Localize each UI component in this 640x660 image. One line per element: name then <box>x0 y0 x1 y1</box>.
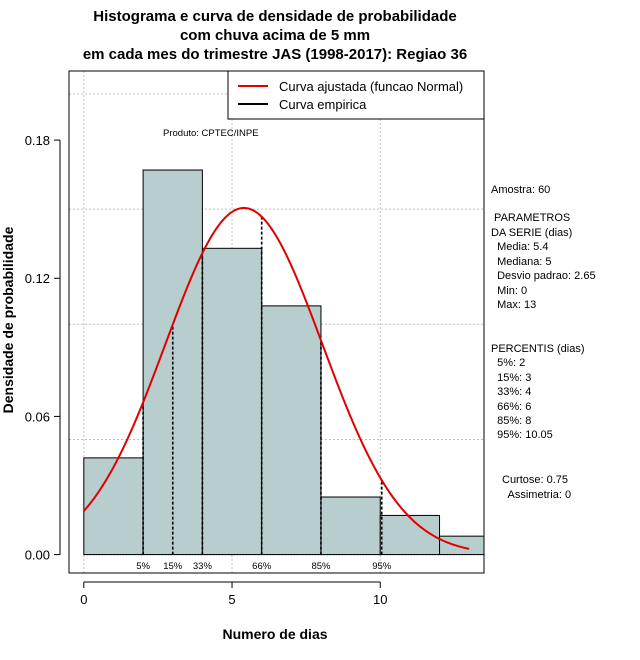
histogram-bar-4 <box>320 496 381 556</box>
stat-sd: Desvio padrao: 2.65 <box>491 270 596 282</box>
legend: Curva ajustada (funcao Normal) Curva emp… <box>227 70 485 120</box>
stat-sample: Amostra: 60 <box>491 184 550 196</box>
histogram-bar-6 <box>439 535 485 556</box>
legend-label-empirical: Curva empirica <box>279 97 367 112</box>
stat-p66: 66%: 6 <box>491 401 531 413</box>
y-tick-label-2: 0.12 <box>25 271 50 286</box>
percentile-label-1: 15% <box>163 561 183 572</box>
y-tick-label-3: 0.18 <box>25 133 50 148</box>
normal-curve <box>83 206 470 550</box>
percentile-label-0: 5% <box>136 561 150 572</box>
stat-params-header: PARAMETROS <box>491 212 570 224</box>
x-tick-label-2: 10 <box>373 592 387 607</box>
stat-min: Min: 0 <box>491 285 527 297</box>
x-tick-label-0: 0 <box>80 592 87 607</box>
percentile-lines-layer: 5% 15% 33% 66% 85% 95% <box>136 216 392 572</box>
histogram-bar-2 <box>201 247 263 556</box>
stat-percentiles-header: PERCENTIS (dias) <box>491 343 585 355</box>
chart-title-line-3: em cada mes do trimestre JAS (1998-2017)… <box>83 46 467 63</box>
percentile-label-4: 85% <box>311 561 331 572</box>
legend-box <box>227 70 485 120</box>
stat-max: Max: 13 <box>491 299 536 311</box>
bars-layer <box>83 169 485 556</box>
stat-p85: 85%: 8 <box>491 415 531 427</box>
x-axis-title: Numero de dias <box>222 626 327 642</box>
stat-p33: 33%: 4 <box>491 386 531 398</box>
stat-mean: Media: 5.4 <box>491 241 548 253</box>
stat-p15: 15%: 3 <box>491 372 531 384</box>
chart-title-line-1: Histograma e curva de densidade de proba… <box>93 8 456 25</box>
chart-title-line-2: com chuva acima de 5 mm <box>180 27 370 44</box>
curve-layer <box>83 206 470 550</box>
stat-kurtosis: Curtose: 0.75 <box>502 474 568 486</box>
legend-label-normal: Curva ajustada (funcao Normal) <box>279 79 463 94</box>
stat-params-subheader: DA SERIE (dias) <box>491 227 572 239</box>
histogram-bar-0 <box>83 457 144 556</box>
stat-median: Mediana: 5 <box>491 256 552 268</box>
product-annotation: Produto: CPTEC/INPE <box>163 128 259 139</box>
stat-p5: 5%: 2 <box>491 357 525 369</box>
percentile-label-3: 66% <box>252 561 272 572</box>
percentile-label-2: 33% <box>193 561 213 572</box>
histogram-bar-3 <box>261 305 322 556</box>
y-axis-title: Densidade de probabilidade <box>0 226 16 413</box>
stat-skewness: Assimetria: 0 <box>502 489 571 501</box>
y-tick-label-0: 0.00 <box>25 548 50 563</box>
x-tick-label-1: 5 <box>228 592 235 607</box>
percentile-label-5: 95% <box>372 561 392 572</box>
axes-layer: 0 5 10 0.00 0.06 0.12 0.18 <box>25 133 388 607</box>
y-tick-label-1: 0.06 <box>25 409 50 424</box>
statistics-panel: Amostra: 60 PARAMETROS DA SERIE (dias) M… <box>491 184 596 501</box>
stat-p95: 95%: 10.05 <box>491 429 553 441</box>
histogram-bar-5 <box>379 514 441 556</box>
